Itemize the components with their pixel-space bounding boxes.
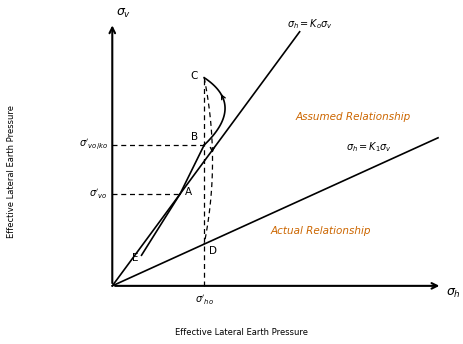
Text: $\sigma'_{vo}$: $\sigma'_{vo}$ xyxy=(89,187,108,201)
Text: $\sigma'_{vo/ko}$: $\sigma'_{vo/ko}$ xyxy=(79,138,108,152)
Text: $\sigma_h=K_o\sigma_v$: $\sigma_h=K_o\sigma_v$ xyxy=(287,17,332,31)
Text: Effective Lateral Earth Pressure: Effective Lateral Earth Pressure xyxy=(175,328,307,337)
Text: $\sigma'_{ho}$: $\sigma'_{ho}$ xyxy=(194,293,213,307)
Text: $\sigma_h=K_1\sigma_v$: $\sigma_h=K_1\sigma_v$ xyxy=(345,140,391,154)
Text: $\sigma_h$: $\sigma_h$ xyxy=(445,287,460,301)
Text: Assumed Relationship: Assumed Relationship xyxy=(295,112,410,122)
Text: Effective Lateral Earth Pressure: Effective Lateral Earth Pressure xyxy=(7,106,16,238)
Text: B: B xyxy=(190,132,198,142)
Text: E: E xyxy=(131,253,138,263)
Text: Actual Relationship: Actual Relationship xyxy=(270,226,371,236)
Text: D: D xyxy=(209,246,217,256)
Text: C: C xyxy=(190,71,198,81)
Text: A: A xyxy=(185,187,192,197)
Text: $\sigma_v$: $\sigma_v$ xyxy=(116,7,131,20)
